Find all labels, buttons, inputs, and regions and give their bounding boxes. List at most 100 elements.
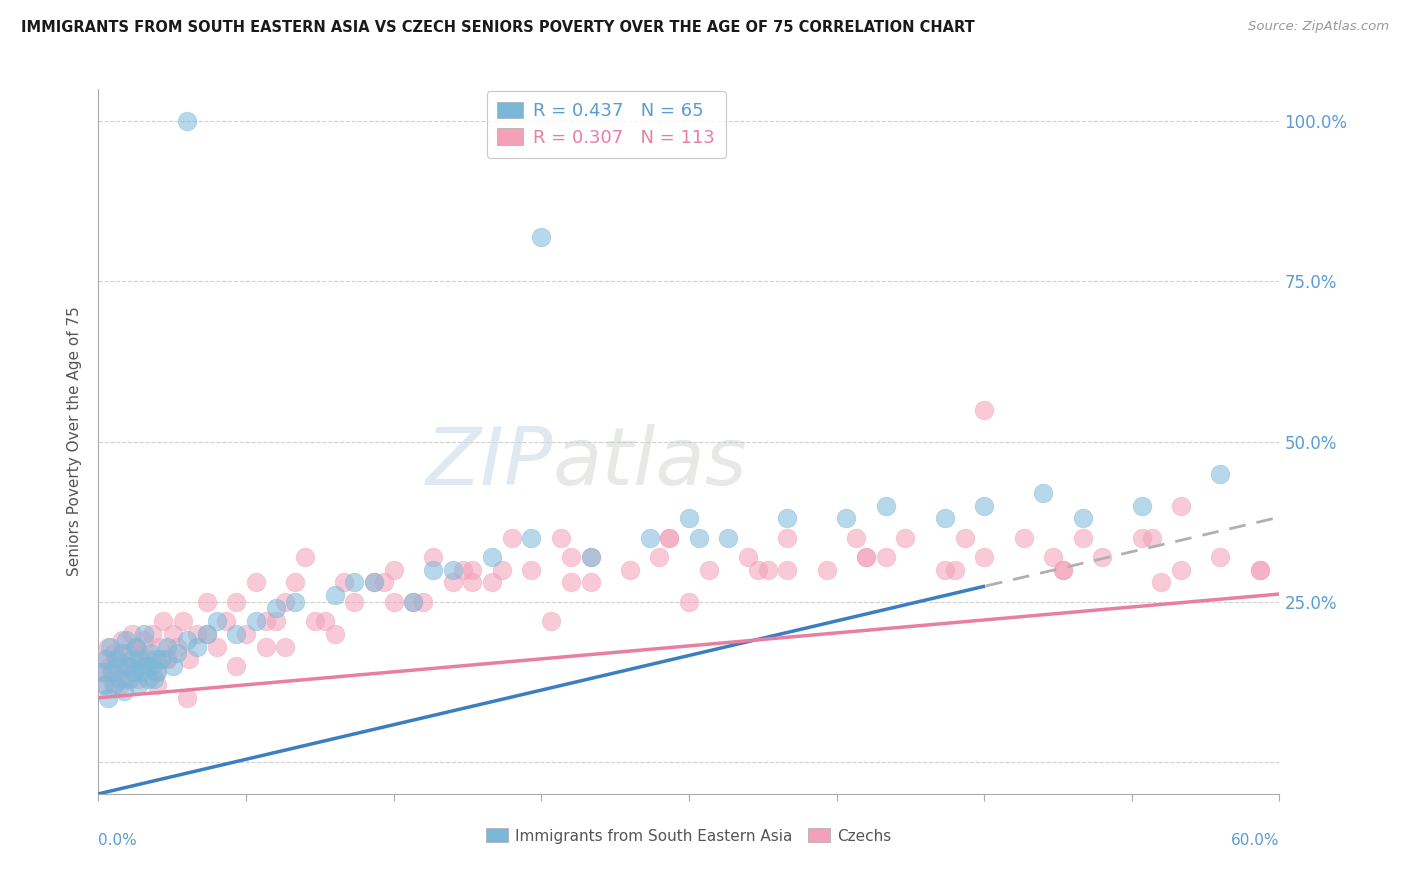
Point	[343, 595, 366, 609]
Point	[215, 614, 238, 628]
Point	[953, 531, 976, 545]
Point	[550, 531, 572, 545]
Point	[284, 575, 307, 590]
Point	[145, 665, 167, 680]
Point	[835, 511, 858, 525]
Point	[142, 672, 165, 686]
Point	[245, 614, 267, 628]
Point	[579, 575, 602, 590]
Point	[176, 690, 198, 705]
Point	[382, 595, 405, 609]
Point	[172, 614, 194, 628]
Point	[875, 499, 897, 513]
Point	[225, 595, 247, 609]
Point	[121, 626, 143, 640]
Point	[264, 601, 287, 615]
Point	[943, 563, 966, 577]
Text: ZIP: ZIP	[426, 424, 553, 501]
Point	[117, 658, 139, 673]
Point	[894, 531, 917, 545]
Point	[422, 563, 444, 577]
Point	[108, 678, 131, 692]
Point	[112, 684, 135, 698]
Point	[205, 614, 228, 628]
Point	[619, 563, 641, 577]
Point	[688, 531, 710, 545]
Point	[107, 652, 129, 666]
Point	[122, 665, 145, 680]
Point	[117, 646, 139, 660]
Text: IMMIGRANTS FROM SOUTH EASTERN ASIA VS CZECH SENIORS POVERTY OVER THE AGE OF 75 C: IMMIGRANTS FROM SOUTH EASTERN ASIA VS CZ…	[21, 20, 974, 35]
Point	[105, 665, 128, 680]
Point	[91, 665, 114, 680]
Point	[101, 665, 124, 680]
Point	[225, 658, 247, 673]
Point	[195, 595, 218, 609]
Point	[115, 672, 138, 686]
Point	[491, 563, 513, 577]
Point	[1052, 563, 1074, 577]
Point	[373, 575, 395, 590]
Point	[128, 652, 150, 666]
Point	[125, 640, 148, 654]
Point	[530, 229, 553, 244]
Point	[225, 626, 247, 640]
Point	[245, 575, 267, 590]
Point	[579, 549, 602, 564]
Point	[186, 640, 208, 654]
Point	[1249, 563, 1271, 577]
Point	[93, 678, 115, 692]
Point	[776, 563, 799, 577]
Point	[934, 563, 956, 577]
Point	[254, 614, 277, 628]
Point	[107, 658, 129, 673]
Point	[93, 652, 115, 666]
Point	[343, 575, 366, 590]
Point	[1170, 563, 1192, 577]
Point	[132, 626, 155, 640]
Point	[108, 672, 131, 686]
Point	[177, 652, 200, 666]
Point	[118, 658, 141, 673]
Point	[717, 531, 740, 545]
Point	[205, 640, 228, 654]
Point	[118, 672, 141, 686]
Point	[146, 678, 169, 692]
Point	[973, 402, 995, 417]
Point	[132, 633, 155, 648]
Point	[402, 595, 425, 609]
Point	[333, 575, 356, 590]
Point	[323, 588, 346, 602]
Legend: Immigrants from South Eastern Asia, Czechs: Immigrants from South Eastern Asia, Czec…	[481, 822, 897, 850]
Point	[98, 640, 121, 654]
Point	[131, 665, 153, 680]
Point	[148, 640, 170, 654]
Point	[1052, 563, 1074, 577]
Point	[176, 114, 198, 128]
Point	[658, 531, 681, 545]
Point	[166, 640, 188, 654]
Point	[274, 595, 297, 609]
Point	[934, 511, 956, 525]
Point	[166, 646, 188, 660]
Point	[747, 563, 769, 577]
Point	[111, 633, 134, 648]
Point	[152, 614, 174, 628]
Point	[186, 626, 208, 640]
Point	[658, 531, 681, 545]
Point	[274, 640, 297, 654]
Point	[136, 672, 159, 686]
Point	[560, 549, 582, 564]
Text: atlas: atlas	[553, 424, 748, 501]
Point	[1209, 549, 1232, 564]
Point	[815, 563, 838, 577]
Point	[127, 672, 149, 686]
Point	[1042, 549, 1064, 564]
Point	[127, 678, 149, 692]
Point	[1012, 531, 1035, 545]
Point	[1249, 563, 1271, 577]
Point	[156, 652, 179, 666]
Point	[1071, 531, 1094, 545]
Point	[254, 640, 277, 654]
Point	[451, 563, 474, 577]
